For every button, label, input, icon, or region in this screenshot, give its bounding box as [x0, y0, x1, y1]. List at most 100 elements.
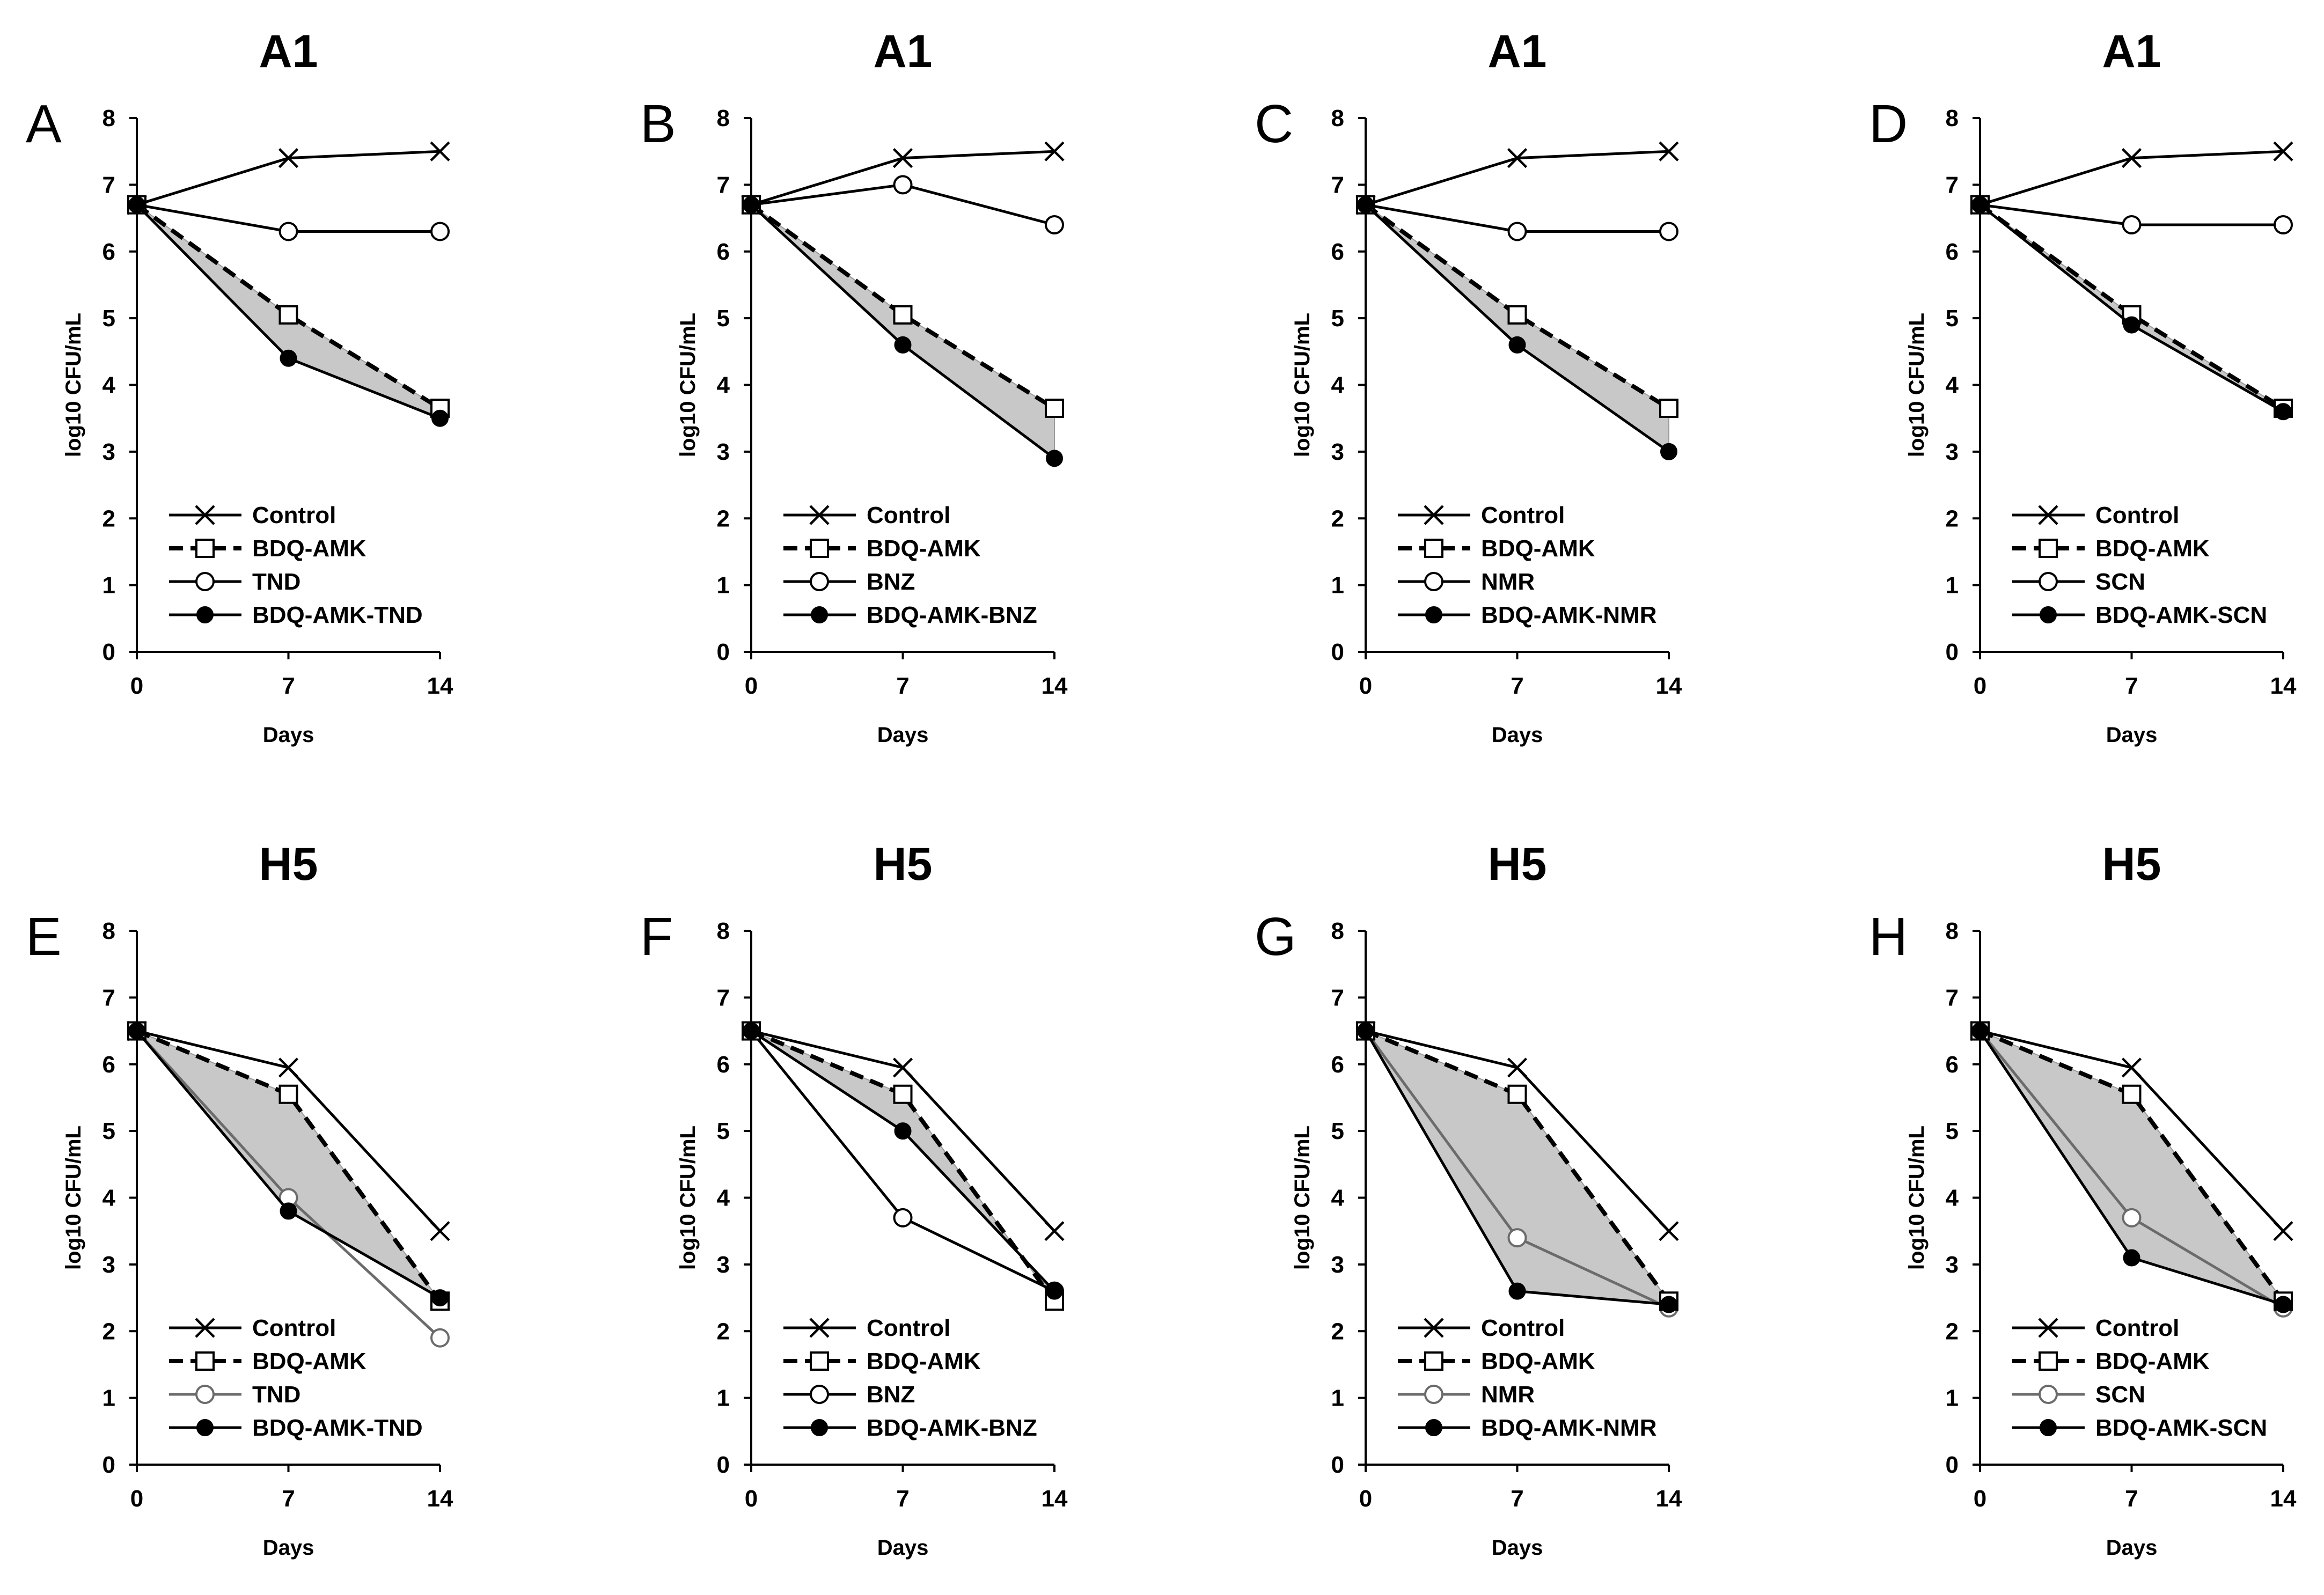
- legend-swatch-marker: [809, 1318, 830, 1338]
- legend-item: Control: [2012, 1315, 2179, 1341]
- data-point: [1044, 1221, 1065, 1241]
- legend-item: Control: [169, 1315, 336, 1341]
- legend-label: BDQ-AMK-SCN: [2095, 602, 2267, 628]
- series-line: [135, 203, 442, 410]
- y-tick-label: 3: [102, 1252, 115, 1278]
- legend-item: Control: [1398, 1315, 1565, 1341]
- legend-item: SCN: [2012, 569, 2145, 595]
- data-point: [1046, 1282, 1063, 1300]
- series-line: [1365, 1028, 1671, 1303]
- data-point-stroke-b: [2121, 148, 2142, 168]
- legend-swatch-marker: [2038, 1318, 2058, 1338]
- chart-panel-c: A1 C 0 1 2 3 4 5 6 7 8 0 7 14 Days log10 CFU/mL Control B…: [1255, 26, 1682, 747]
- legend-swatch-marker-stroke-b: [2038, 505, 2058, 525]
- data-point: [2122, 1084, 2142, 1104]
- legend-label: Control: [252, 1315, 336, 1341]
- legend-label: BDQ-AMK-NMR: [1481, 602, 1657, 628]
- x-tick-label: 14: [1656, 1486, 1682, 1512]
- legend-item: BNZ: [783, 1381, 915, 1408]
- legend-label: BNZ: [867, 569, 915, 595]
- x-tick-label: 7: [2125, 1486, 2138, 1512]
- legend-item: TND: [169, 1381, 300, 1408]
- legend: Control BDQ-AMK NMR BDQ-AMK-NMR: [1398, 502, 1657, 628]
- x-tick-label: 0: [1359, 1486, 1372, 1512]
- data-point-stroke-b: [1044, 141, 1065, 161]
- x-axis-title: Days: [877, 1536, 929, 1560]
- data-point: [893, 175, 913, 195]
- legend-item: Control: [783, 502, 950, 528]
- y-tick-label: 0: [1331, 1452, 1344, 1478]
- data-point: [128, 1022, 145, 1040]
- x-axis-title: Days: [1492, 723, 1543, 747]
- data-point-stroke-b: [2121, 1057, 2142, 1078]
- x-axis-title: Days: [877, 723, 929, 747]
- y-tick-label: 0: [717, 639, 730, 665]
- legend-swatch-marker: [1424, 1385, 1443, 1404]
- panel-title: A1: [1488, 26, 1547, 77]
- data-point: [2121, 148, 2142, 168]
- legend-label: Control: [252, 502, 336, 528]
- x-axis-title: Days: [2106, 723, 2158, 747]
- chart-panel-h: H5 H 0 1 2 3 4 5 6 7 8 0 7 14 Days log10 CFU/mL Control B…: [1869, 839, 2297, 1560]
- series-line: [750, 1028, 1057, 1303]
- legend-item: TND: [169, 569, 300, 595]
- y-tick-label: 6: [1331, 1052, 1344, 1078]
- legend-item: BDQ-AMK: [1398, 535, 1595, 562]
- x-tick-label: 14: [1042, 673, 1068, 699]
- data-point: [431, 1289, 449, 1307]
- legend: Control BDQ-AMK NMR BDQ-AMK-NMR: [1398, 1315, 1657, 1441]
- data-point: [1659, 141, 1679, 161]
- series-bnz: [742, 1021, 1064, 1301]
- legend-swatch-marker-stroke-b: [195, 1318, 215, 1338]
- legend-swatch-marker: [811, 606, 828, 623]
- y-tick-label: 2: [1331, 505, 1344, 532]
- data-point: [1508, 1282, 1526, 1300]
- data-point: [430, 1328, 450, 1348]
- x-tick-label: 0: [745, 673, 758, 699]
- legend-swatch-marker: [2040, 1419, 2057, 1436]
- data-point-stroke-b: [2273, 1221, 2293, 1241]
- legend-item: BDQ-AMK-TND: [169, 602, 423, 628]
- legend-swatch-marker: [2039, 1351, 2058, 1371]
- y-tick-label: 4: [717, 372, 730, 399]
- y-tick-label: 2: [102, 1318, 115, 1344]
- legend-swatch-marker: [810, 539, 829, 558]
- y-axis-title: log10 CFU/mL: [1291, 1126, 1314, 1270]
- y-tick-label: 8: [1946, 105, 1959, 131]
- y-tick-label: 1: [1946, 572, 1959, 599]
- data-point-stroke-b: [1507, 148, 1528, 168]
- y-tick-label: 7: [1331, 172, 1344, 198]
- data-point: [1357, 1022, 1374, 1040]
- legend-item: BDQ-AMK: [169, 535, 366, 562]
- data-point: [1045, 215, 1064, 234]
- legend-item: BDQ-AMK-BNZ: [783, 602, 1037, 628]
- series-bdq-amk-bnz: [743, 196, 1063, 467]
- legend-item: Control: [169, 502, 336, 528]
- y-tick-label: 8: [1331, 105, 1344, 131]
- y-axis-title: log10 CFU/mL: [1291, 313, 1314, 457]
- chart-panel-f: H5 F 0 1 2 3 4 5 6 7 8 0 7 14 Days log10 CFU/mL Control B…: [640, 839, 1068, 1560]
- legend-swatch-marker-stroke-b: [809, 505, 830, 525]
- legend-item: BDQ-AMK: [783, 535, 981, 562]
- series-bdq-amk: [742, 1021, 1064, 1311]
- y-tick-label: 5: [717, 305, 730, 332]
- x-tick-label: 7: [896, 1486, 909, 1512]
- panel-title: A1: [2102, 26, 2161, 77]
- y-tick-label: 6: [102, 1052, 115, 1078]
- chart-panel-e: H5 E 0 1 2 3 4 5 6 7 8 0 7 14 Days log10 CFU/mL Control B…: [26, 839, 453, 1560]
- data-point: [2123, 1249, 2140, 1267]
- x-tick-label: 14: [2270, 1486, 2297, 1512]
- panel-letter: F: [640, 907, 673, 967]
- y-tick-label: 6: [1946, 1052, 1959, 1078]
- panel-letter: B: [640, 94, 676, 154]
- data-point: [430, 222, 450, 241]
- series-bdq-amk-nmr: [1357, 196, 1677, 460]
- data-point: [2122, 215, 2142, 234]
- data-point: [2122, 1208, 2142, 1228]
- chart-panel-g: H5 G 0 1 2 3 4 5 6 7 8 0 7 14 Days log10 CFU/mL Control B…: [1255, 839, 1682, 1560]
- y-tick-label: 4: [102, 1185, 116, 1211]
- data-point: [2123, 316, 2140, 334]
- data-point-stroke-b: [1507, 1057, 1528, 1078]
- x-tick-label: 0: [1974, 673, 1986, 699]
- data-point: [2121, 1057, 2142, 1078]
